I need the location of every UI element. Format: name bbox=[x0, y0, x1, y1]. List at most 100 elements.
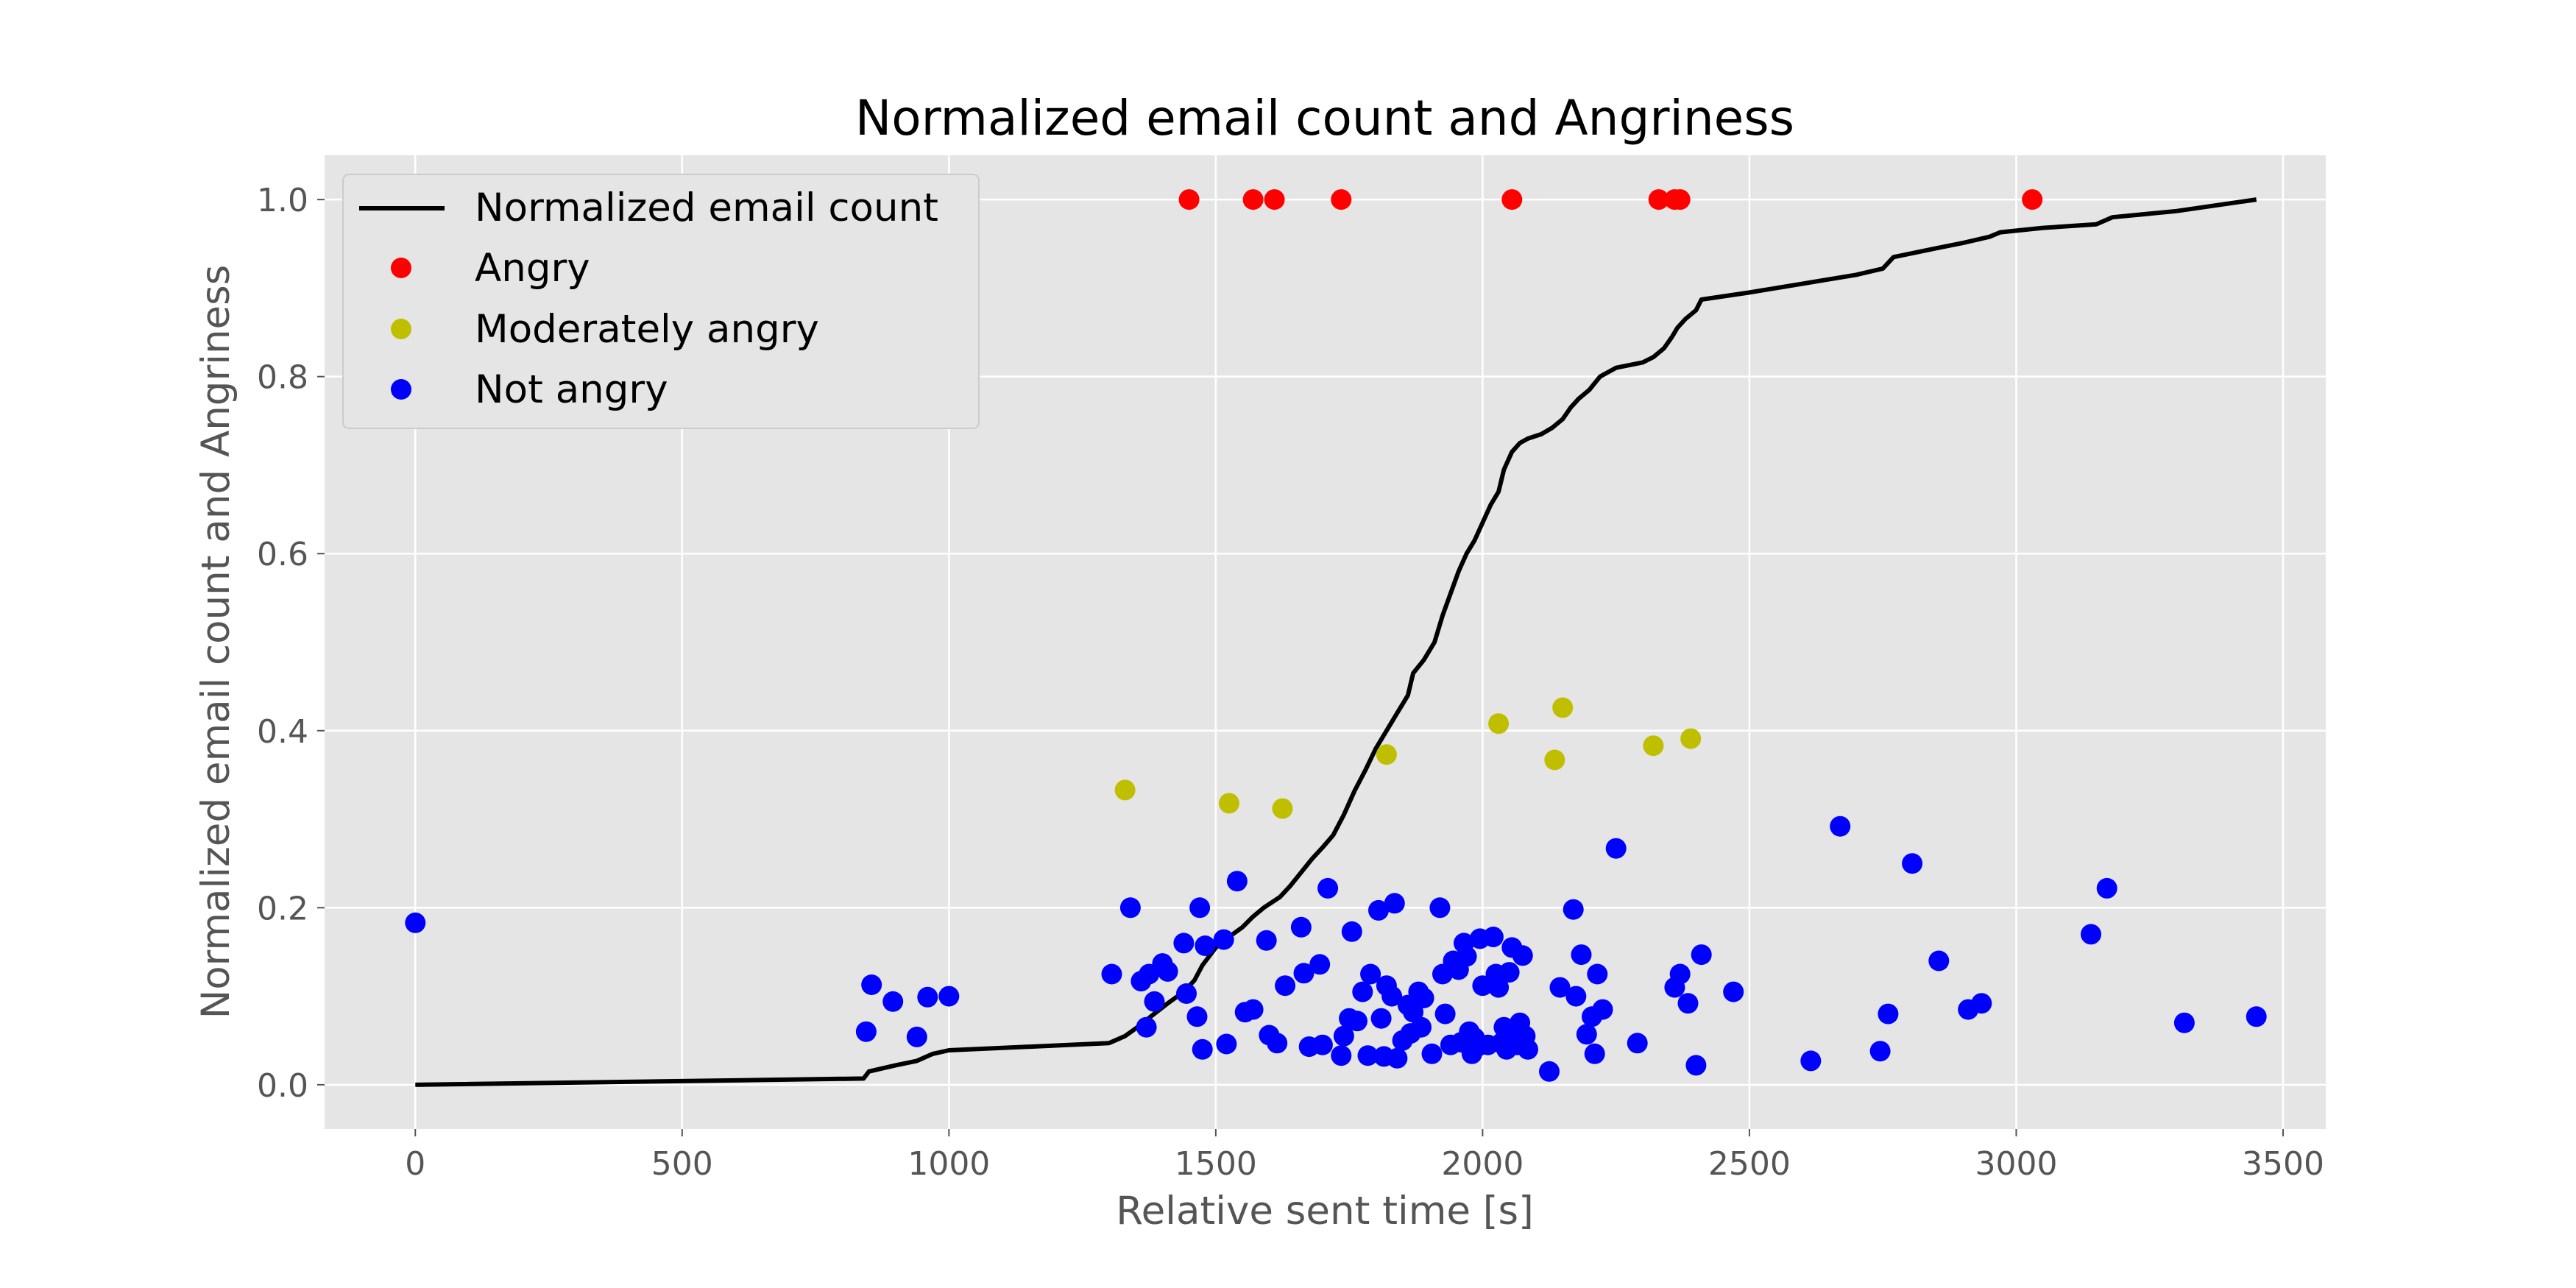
not-angry-point bbox=[1290, 916, 1312, 938]
legend-label-not-angry: Not angry bbox=[475, 367, 668, 412]
not-angry-point bbox=[1565, 986, 1587, 1007]
not-angry-point bbox=[1411, 1016, 1432, 1038]
not-angry-point bbox=[1800, 1050, 1822, 1072]
legend: Normalized email count Angry Moderately … bbox=[342, 174, 980, 429]
not-angry-point bbox=[1256, 930, 1277, 951]
not-angry-point bbox=[906, 1026, 927, 1047]
not-angry-point bbox=[1421, 1043, 1443, 1064]
moderately-angry-point bbox=[1272, 798, 1293, 819]
email-count-line bbox=[415, 197, 2257, 1087]
not-angry-point bbox=[1456, 946, 1477, 967]
not-angry-point bbox=[1902, 853, 1923, 874]
not-angry-point bbox=[405, 912, 426, 933]
moderately-angry-point bbox=[1219, 793, 1239, 814]
y-tick-label: 0.4 bbox=[257, 713, 308, 751]
not-angry-point bbox=[1723, 981, 1744, 1002]
not-angry-point bbox=[855, 1021, 877, 1042]
not-angry-point bbox=[1370, 1008, 1392, 1029]
scatter-points-layer bbox=[405, 189, 2267, 1082]
not-angry-point bbox=[1685, 1055, 1707, 1076]
not-angry-point bbox=[1512, 945, 1533, 966]
not-angry-point bbox=[1472, 975, 1493, 997]
line-series-layer bbox=[415, 197, 2257, 1087]
not-angry-point bbox=[1587, 963, 1608, 985]
not-angry-point bbox=[1293, 963, 1314, 984]
not-angry-point bbox=[1539, 1061, 1560, 1082]
not-angry-point bbox=[1677, 993, 1699, 1014]
not-angry-point bbox=[1192, 1038, 1213, 1060]
legend-label-moderately-angry: Moderately angry bbox=[475, 307, 819, 352]
x-axis-label: Relative sent time [s] bbox=[1116, 1189, 1534, 1234]
not-angry-point bbox=[1878, 1003, 1899, 1025]
not-angry-point bbox=[1368, 899, 1389, 921]
not-angry-point bbox=[1119, 897, 1141, 919]
not-angry-point bbox=[1360, 963, 1381, 985]
not-angry-point bbox=[1357, 1045, 1379, 1066]
not-angry-point bbox=[1189, 897, 1211, 919]
angry-point bbox=[1669, 189, 1691, 210]
not-angry-point bbox=[1605, 838, 1627, 859]
x-tick-label: 0 bbox=[405, 1145, 425, 1183]
not-angry-point bbox=[1381, 986, 1403, 1007]
not-angry-point bbox=[1691, 944, 1712, 966]
not-angry-point bbox=[1498, 962, 1520, 983]
not-angry-point bbox=[1136, 1016, 1157, 1038]
not-angry-point bbox=[1627, 1033, 1648, 1054]
y-tick-label: 1.0 bbox=[257, 182, 308, 219]
x-tick-label: 1500 bbox=[1175, 1145, 1257, 1183]
not-angry-point bbox=[1347, 1011, 1367, 1032]
x-tick-label: 3000 bbox=[1975, 1145, 2057, 1183]
not-angry-point bbox=[1434, 1003, 1456, 1025]
y-axis-ticks: 0.0 0.2 0.4 0.6 0.8 1.0 bbox=[257, 182, 325, 1105]
not-angry-point bbox=[1157, 960, 1178, 982]
x-tick-label: 3500 bbox=[2242, 1145, 2324, 1183]
not-angry-point bbox=[1384, 893, 1405, 914]
not-angry-point bbox=[938, 986, 960, 1007]
legend-marker-angry bbox=[391, 258, 411, 278]
not-angry-point bbox=[1387, 1047, 1408, 1069]
not-angry-point bbox=[1928, 950, 1950, 972]
x-tick-label: 1000 bbox=[907, 1145, 990, 1183]
y-tick-label: 0.0 bbox=[257, 1067, 308, 1105]
x-axis-ticks: 0 500 1000 1500 2000 2500 3000 3500 bbox=[405, 1129, 2324, 1183]
not-angry-point bbox=[1482, 927, 1504, 947]
not-angry-point bbox=[2081, 924, 2101, 945]
x-tick-label: 2500 bbox=[1708, 1145, 1791, 1183]
moderately-angry-point bbox=[1552, 697, 1574, 718]
not-angry-point bbox=[1341, 921, 1362, 942]
not-angry-point bbox=[1576, 1024, 1597, 1045]
not-angry-point bbox=[882, 991, 904, 1012]
not-angry-point bbox=[1213, 929, 1234, 950]
not-angry-point bbox=[1317, 877, 1339, 899]
x-tick-label: 2000 bbox=[1441, 1145, 1524, 1183]
not-angry-point bbox=[1488, 977, 1510, 998]
not-angry-point bbox=[1333, 1025, 1354, 1047]
angry-point bbox=[1264, 189, 1285, 210]
y-tick-label: 0.6 bbox=[257, 536, 308, 573]
not-angry-point bbox=[2096, 877, 2117, 899]
not-angry-point bbox=[1518, 1038, 1538, 1060]
not-angry-point bbox=[1216, 1033, 1237, 1055]
chart-title: Normalized email count and Angriness bbox=[855, 90, 1794, 146]
y-tick-label: 0.2 bbox=[257, 890, 308, 927]
moderately-angry-point bbox=[1488, 713, 1510, 735]
not-angry-point bbox=[1309, 954, 1331, 975]
not-angry-point bbox=[1101, 963, 1122, 985]
not-angry-point bbox=[1144, 991, 1165, 1012]
moderately-angry-point bbox=[1544, 749, 1565, 771]
legend-label-angry: Angry bbox=[475, 246, 590, 291]
y-axis-label: Normalized email count and Angriness bbox=[194, 265, 238, 1019]
y-tick-label: 0.8 bbox=[257, 359, 308, 397]
angry-point bbox=[1331, 189, 1352, 210]
not-angry-point bbox=[1312, 1034, 1333, 1055]
not-angry-point bbox=[1571, 944, 1592, 966]
not-angry-point bbox=[1403, 1002, 1424, 1023]
not-angry-point bbox=[1584, 1043, 1605, 1064]
legend-marker-not-angry bbox=[391, 379, 411, 400]
angry-point bbox=[1501, 189, 1523, 210]
legend-marker-moderately-angry bbox=[391, 319, 411, 339]
not-angry-point bbox=[1549, 977, 1571, 998]
angry-point bbox=[1242, 189, 1264, 210]
not-angry-point bbox=[1869, 1041, 1891, 1062]
